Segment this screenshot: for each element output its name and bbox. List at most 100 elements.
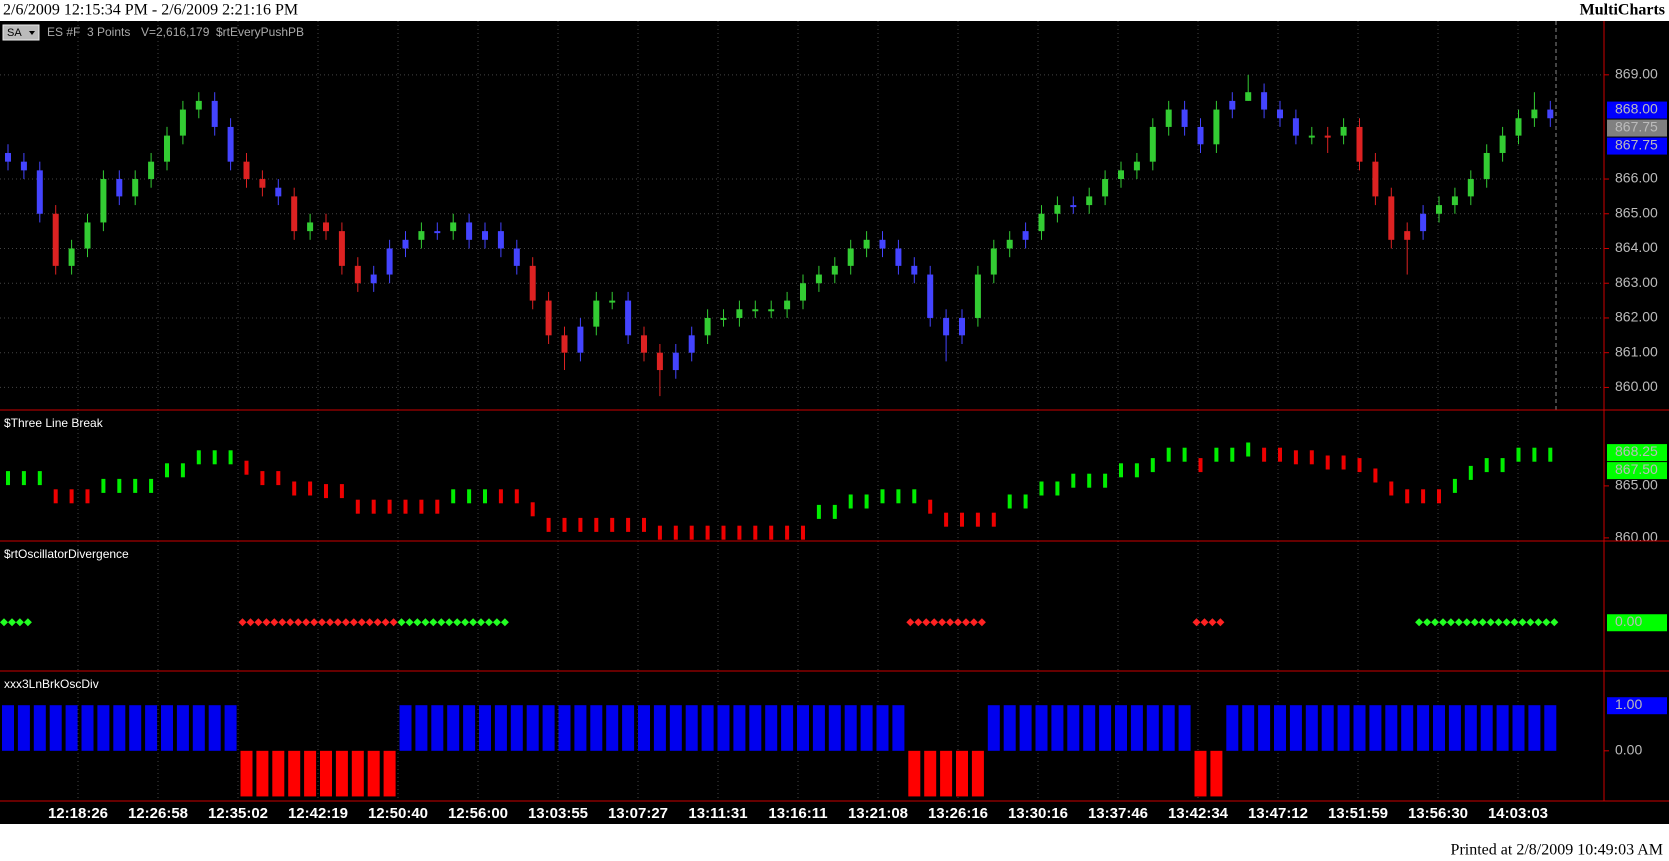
signal-bar bbox=[590, 705, 603, 751]
signal-bar bbox=[1305, 705, 1318, 751]
candle-body bbox=[1022, 231, 1029, 240]
x-tick-label: 13:30:16 bbox=[1008, 805, 1068, 822]
candle-body bbox=[1483, 152, 1490, 180]
signal-bar bbox=[145, 705, 158, 751]
candle-body bbox=[1133, 161, 1140, 171]
signal-bar bbox=[1083, 705, 1096, 751]
candle-body bbox=[354, 265, 361, 284]
candle-body bbox=[434, 231, 441, 234]
divergence-dot bbox=[429, 618, 446, 627]
sa-label: SA bbox=[7, 27, 22, 39]
candle-body bbox=[847, 248, 854, 266]
candle-body bbox=[148, 161, 155, 180]
x-tick-label: 13:11:31 bbox=[688, 805, 747, 822]
break-box bbox=[896, 489, 901, 504]
signal-bar bbox=[65, 705, 78, 751]
signal-bar bbox=[335, 750, 348, 797]
candle-body bbox=[943, 317, 950, 336]
break-box bbox=[212, 450, 217, 465]
candle-body bbox=[529, 265, 536, 301]
candle-body bbox=[895, 248, 902, 266]
price-marker-label: 867.75 bbox=[1615, 118, 1658, 134]
signal-bar bbox=[542, 705, 555, 751]
break-box bbox=[1103, 473, 1108, 488]
candle-body bbox=[1388, 196, 1395, 240]
divergence-dot bbox=[270, 618, 287, 627]
y-tick-label: 860.00 bbox=[1615, 378, 1658, 394]
divergence-dot bbox=[397, 618, 414, 627]
y-tick-label: 860.00 bbox=[1615, 529, 1658, 545]
price-marker bbox=[1607, 444, 1667, 462]
break-box bbox=[530, 502, 535, 517]
signal-bar bbox=[1512, 705, 1525, 751]
candle-body bbox=[132, 179, 139, 197]
signal-bar bbox=[1019, 705, 1032, 751]
y-tick-label: 0.00 bbox=[1615, 742, 1642, 758]
break-box bbox=[832, 504, 837, 519]
candle-body bbox=[1197, 126, 1204, 145]
candle-body bbox=[784, 300, 791, 310]
candle-body bbox=[291, 196, 298, 232]
candle-body bbox=[1261, 92, 1268, 110]
break-box bbox=[355, 499, 360, 514]
candle-body bbox=[307, 222, 314, 232]
divergence-dot bbox=[969, 618, 986, 627]
signal-bar bbox=[463, 705, 476, 751]
candle-body bbox=[513, 248, 520, 266]
signal-bar bbox=[638, 705, 650, 751]
candle-body bbox=[688, 335, 695, 353]
break-box bbox=[371, 499, 376, 514]
break-box bbox=[1262, 447, 1267, 462]
chart-background bbox=[0, 21, 1669, 824]
signal-bar bbox=[81, 705, 94, 751]
break-box bbox=[689, 525, 694, 540]
break-box bbox=[1373, 468, 1378, 483]
x-tick-label: 14:03:03 bbox=[1488, 805, 1548, 822]
signal-bar bbox=[1353, 705, 1366, 751]
signal-bar bbox=[1417, 705, 1430, 751]
candle-body bbox=[1372, 161, 1379, 197]
candle-body bbox=[275, 187, 282, 197]
signal-bar bbox=[240, 750, 253, 797]
signal-bar bbox=[208, 705, 221, 751]
candle-body bbox=[482, 231, 488, 240]
candle-body bbox=[84, 222, 91, 249]
candle-body bbox=[259, 179, 266, 188]
sa-button[interactable] bbox=[2, 24, 40, 41]
candle-body bbox=[831, 265, 838, 275]
x-tick-label: 13:03:55 bbox=[528, 805, 588, 822]
signal-bar bbox=[622, 705, 635, 751]
signal-bar bbox=[844, 705, 857, 751]
pane-title: xxx3LnBrkOscDiv bbox=[4, 677, 99, 691]
candle-body bbox=[800, 283, 806, 301]
break-box bbox=[339, 484, 344, 499]
break-box bbox=[1293, 450, 1298, 465]
candle-body bbox=[1277, 109, 1283, 119]
candle-body bbox=[545, 300, 552, 336]
candle-body bbox=[1324, 135, 1331, 138]
break-box bbox=[21, 471, 26, 486]
date-range: 2/6/2009 12:15:34 PM - 2/6/2009 2:21:16 … bbox=[3, 2, 298, 19]
volume: V=2,616,179 bbox=[141, 25, 210, 39]
signal-bar bbox=[685, 705, 698, 751]
candle-body bbox=[1006, 239, 1013, 249]
candle-body bbox=[974, 274, 981, 318]
break-box bbox=[1532, 447, 1537, 462]
signal-bar bbox=[192, 705, 205, 751]
break-box bbox=[721, 525, 726, 540]
y-tick-label: 862.00 bbox=[1615, 309, 1658, 325]
signal-bar bbox=[97, 705, 110, 751]
break-box bbox=[1119, 463, 1123, 478]
candle-body bbox=[1340, 126, 1347, 136]
break-box bbox=[1150, 458, 1155, 473]
signal-bar bbox=[161, 705, 173, 751]
x-tick-label: 13:21:08 bbox=[848, 805, 908, 822]
divergence-dot bbox=[0, 618, 16, 627]
candle-body bbox=[720, 317, 727, 320]
divergence-dot bbox=[938, 618, 955, 627]
candle-body bbox=[386, 248, 393, 275]
divergence-dot bbox=[254, 618, 271, 627]
break-box bbox=[562, 517, 567, 532]
signal-bar bbox=[924, 750, 937, 797]
signal-bar bbox=[749, 705, 762, 751]
